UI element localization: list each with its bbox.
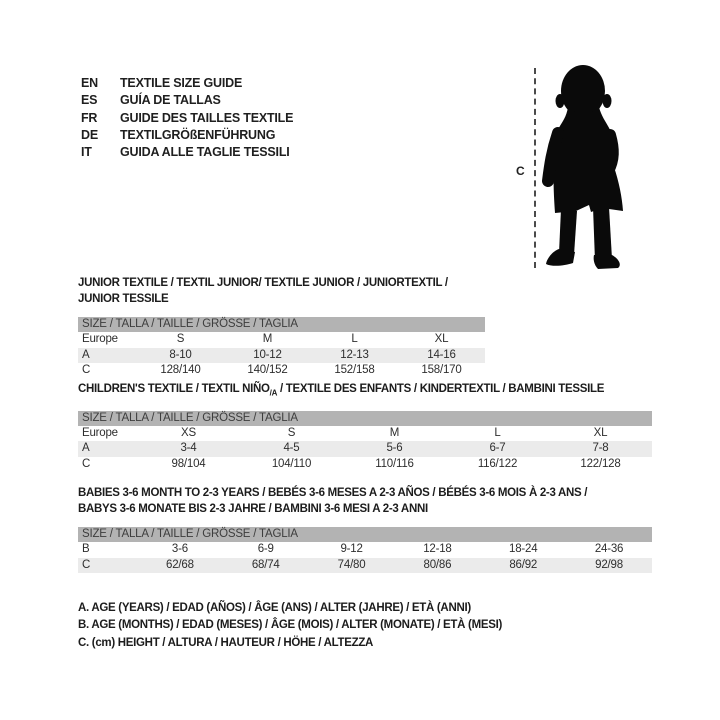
- row-label: Europe: [82, 426, 118, 439]
- table-title-line: BABIES 3-6 MONTH TO 2-3 YEARS / BEBÉS 3-…: [78, 486, 652, 502]
- size-cell: 110/116: [375, 457, 414, 470]
- table-title-segment: CHILDREN'S TEXTILE / TEXTIL NIÑO: [78, 383, 270, 395]
- table-title: JUNIOR TEXTILE / TEXTIL JUNIOR/ TEXTILE …: [78, 276, 485, 307]
- language-code: EN: [81, 76, 98, 90]
- table-row: Europe XS S M L XL: [78, 426, 652, 442]
- row-label: A: [82, 348, 90, 361]
- row-label: C: [82, 457, 91, 470]
- size-cell: 104/110: [271, 457, 312, 470]
- language-code: DE: [81, 127, 98, 142]
- size-cell: 6-7: [489, 442, 506, 455]
- junior-size-table: JUNIOR TEXTILE / TEXTIL JUNIOR/ TEXTILE …: [78, 276, 485, 379]
- size-cell: 122/128: [580, 457, 621, 470]
- size-cell: 140/152: [247, 364, 288, 376]
- toddler-silhouette-image: [542, 65, 623, 269]
- legend-line: B. AGE (MONTHS) / EDAD (MESES) / ÂGE (MO…: [78, 619, 503, 632]
- size-cell: M: [389, 426, 400, 439]
- language-code: IT: [81, 145, 92, 160]
- table-title-line: JUNIOR TEXTILE / TEXTIL JUNIOR/ TEXTILE …: [78, 276, 485, 307]
- table-header-bar: SIZE / TALLA / TAILLE / GRÖSSE / TAGLIA: [78, 410, 652, 426]
- size-cell: S: [287, 426, 296, 439]
- size-cell: 12-18: [423, 543, 452, 555]
- legend: A. AGE (YEARS) / EDAD (AÑOS) / ÂGE (ANS)…: [78, 600, 502, 652]
- size-cell: 5-6: [386, 442, 403, 455]
- size-cell: 3-4: [180, 442, 197, 455]
- height-measure-label: C: [516, 164, 525, 178]
- table-row: A 3-4 4-5 5-6 6-7 7-8: [78, 441, 652, 457]
- language-code: ES: [81, 93, 98, 108]
- table-title: BABIES 3-6 MONTH TO 2-3 YEARS / BEBÉS 3-…: [78, 486, 652, 517]
- language-title: GUÍA DE TALLAS: [120, 93, 221, 108]
- size-cell: M: [262, 333, 273, 345]
- table-title-segment: /A: [269, 388, 278, 398]
- size-cell: 92/98: [595, 558, 623, 571]
- size-cell: 9-12: [340, 543, 363, 555]
- size-cell: 86/92: [509, 558, 538, 571]
- size-cell: 128/140: [160, 364, 201, 376]
- size-cell: 68/74: [251, 558, 280, 571]
- row-label: B: [82, 543, 90, 555]
- language-row: FR GUIDE DES TAILLES TEXTILE: [81, 110, 293, 127]
- language-row: IT GUIDA ALLE TAGLIE TESSILI: [81, 144, 293, 161]
- language-row: EN TEXTILE SIZE GUIDE: [81, 75, 293, 92]
- size-cell: 7-8: [592, 442, 609, 455]
- size-cell: XL: [593, 426, 608, 439]
- language-title: GUIDA ALLE TAGLIE TESSILI: [120, 145, 290, 160]
- language-list: EN TEXTILE SIZE GUIDE ES GUÍA DE TALLAS FR GU…: [81, 75, 293, 161]
- legend-line: C. (cm) HEIGHT / ALTURA / HAUTEUR / HÖHE…: [78, 636, 374, 649]
- table-row: Europe S M L XL: [78, 332, 485, 348]
- size-cell: 116/122: [477, 457, 518, 470]
- size-cell: 24-36: [594, 543, 624, 555]
- table-header-bar: SIZE / TALLA / TAILLE / GRÖSSE / TAGLIA: [78, 317, 485, 332]
- size-cell: S: [176, 333, 185, 345]
- row-label: C: [82, 558, 91, 571]
- size-cell: L: [351, 333, 358, 345]
- language-row: DE TEXTILGRÖßENFÜHRUNG: [81, 127, 293, 144]
- size-cell: 3-6: [171, 543, 188, 555]
- table-row: C 98/104 104/110 110/116 116/122 122/128: [78, 457, 652, 473]
- row-label: A: [82, 442, 90, 455]
- size-cell: 98/104: [171, 457, 206, 470]
- table-title-segment: BABIES 3-6 MONTH TO 2-3 YEARS / BEBÉS 3-…: [78, 487, 588, 499]
- size-cell: 14-16: [427, 348, 456, 361]
- table-title-line: BABYS 3-6 MONATE BIS 2-3 JAHRE / BAMBINI…: [78, 502, 652, 518]
- language-title: GUIDE DES TAILLES TEXTILE: [120, 110, 294, 125]
- size-cell: XS: [181, 426, 196, 439]
- babies-size-table: BABIES 3-6 MONTH TO 2-3 YEARS / BEBÉS 3-…: [78, 486, 652, 573]
- size-cell: 4-5: [283, 442, 300, 455]
- table-title-line: CHILDREN'S TEXTILE / TEXTIL NIÑO/A / TEX…: [78, 382, 652, 401]
- height-measure-dashed-line: [534, 68, 536, 268]
- table-row: B 3-6 6-9 9-12 12-18 18-24 24-36: [78, 542, 652, 558]
- row-label: C: [82, 364, 91, 376]
- size-cell: 80/86: [423, 558, 452, 571]
- row-label: Europe: [82, 333, 118, 345]
- size-cell: 12-13: [340, 348, 369, 361]
- table-title-segment: JUNIOR TEXTILE / TEXTIL JUNIOR/ TEXTILE …: [78, 277, 448, 305]
- table-row: A 8-10 10-12 12-13 14-16: [78, 347, 485, 363]
- table-title-segment: / TEXTILE DES ENFANTS / KINDERTEXTIL / B…: [277, 383, 605, 395]
- size-cell: 62/68: [166, 558, 194, 571]
- language-code: FR: [81, 110, 98, 125]
- size-cell: 10-12: [253, 348, 282, 361]
- size-cell: 18-24: [509, 543, 538, 555]
- size-cell: 158/170: [421, 364, 462, 376]
- size-cell: 152/158: [334, 364, 375, 376]
- language-row: ES GUÍA DE TALLAS: [81, 92, 293, 109]
- language-title: TEXTILE SIZE GUIDE: [120, 76, 243, 90]
- size-cell: 6-9: [257, 543, 274, 555]
- size-cell: XL: [434, 333, 449, 345]
- table-title: CHILDREN'S TEXTILE / TEXTIL NIÑO/A / TEX…: [78, 382, 652, 401]
- table-row: C 128/140 140/152 152/158 158/170: [78, 363, 485, 379]
- table-header-bar: SIZE / TALLA / TAILLE / GRÖSSE / TAGLIA: [78, 527, 652, 542]
- size-cell: L: [494, 426, 501, 439]
- children-size-table: CHILDREN'S TEXTILE / TEXTIL NIÑO/A / TEX…: [78, 382, 652, 472]
- size-cell: 8-10: [169, 348, 192, 361]
- table-title-segment: BABYS 3-6 MONATE BIS 2-3 JAHRE / BAMBINI…: [78, 502, 428, 515]
- language-title: TEXTILGRÖßENFÜHRUNG: [120, 127, 276, 142]
- size-cell: 74/80: [337, 558, 366, 571]
- table-row: C 62/68 68/74 74/80 80/86 86/92 92/98: [78, 557, 652, 573]
- legend-line: A. AGE (YEARS) / EDAD (AÑOS) / ÂGE (ANS)…: [78, 602, 471, 614]
